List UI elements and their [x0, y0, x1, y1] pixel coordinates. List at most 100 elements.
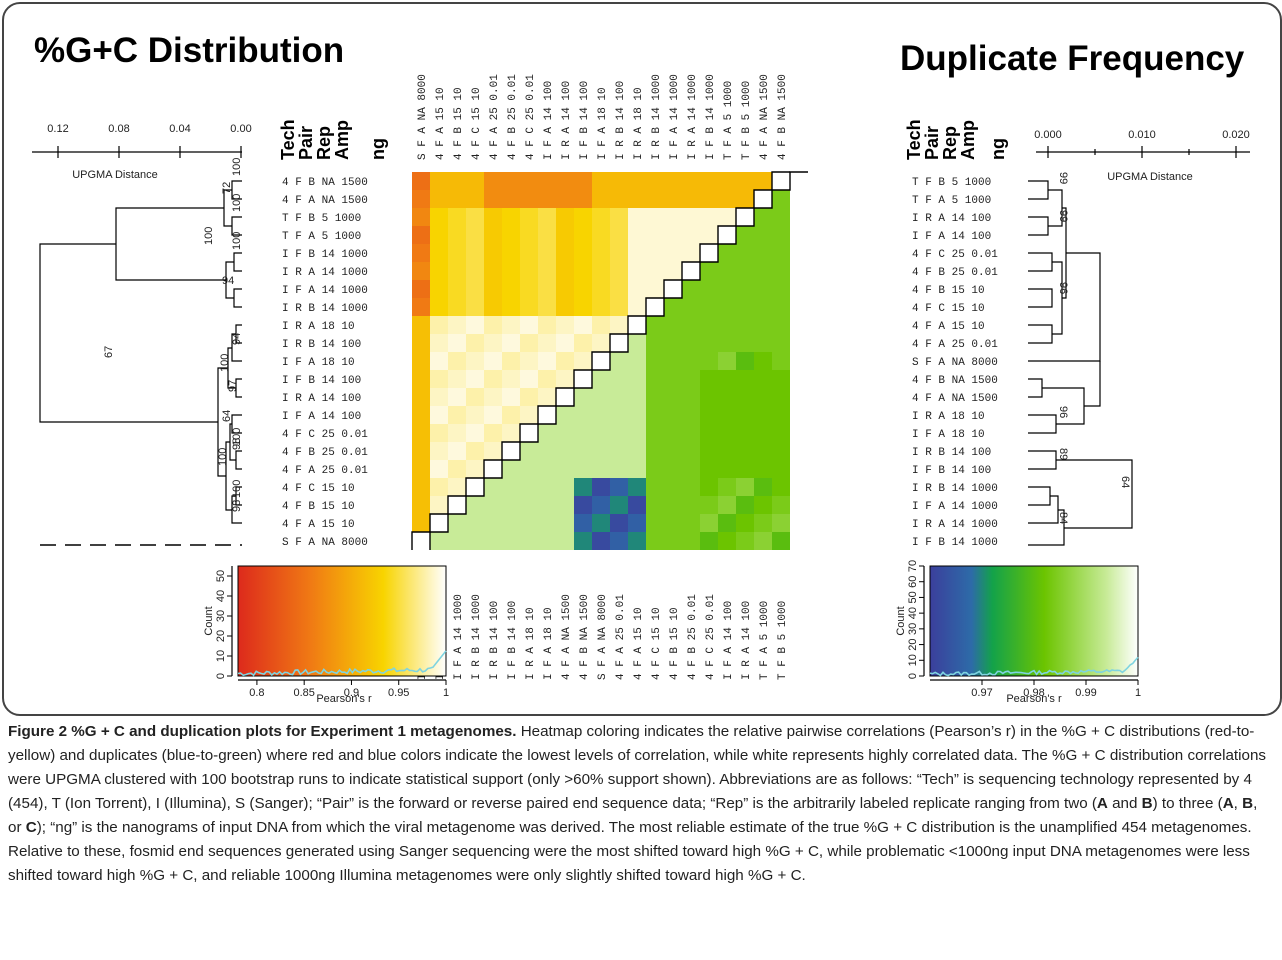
- right-axis-tick-2: 0.020: [1222, 129, 1250, 141]
- gc-heatmap-cell: [700, 226, 718, 244]
- x-tick-label: 0.9: [344, 687, 359, 699]
- gc-heatmap-cell: [592, 262, 610, 280]
- y-tick-label: 20: [215, 630, 227, 642]
- bottom-column-label: T F A 5 1000: [759, 601, 771, 680]
- left-row-label: I F B 14 100: [282, 375, 361, 387]
- gc-heatmap-cell: [448, 208, 466, 226]
- gc-heatmap-cell: [610, 262, 628, 280]
- header-pair: Pair: [296, 126, 316, 160]
- dup-heatmap-cell: [772, 280, 790, 298]
- dup-heatmap-cell: [556, 406, 574, 424]
- dup-heatmap-cell: [592, 406, 610, 424]
- dup-heatmap-cell: [736, 352, 754, 370]
- dup-heatmap-cell: [718, 496, 736, 514]
- bottom-column-label: 4 F A NA 1500: [561, 594, 573, 680]
- dup-heatmap-cell: [556, 478, 574, 496]
- dup-heatmap-cell: [556, 460, 574, 478]
- dup-heatmap-cell: [772, 352, 790, 370]
- gc-heatmap-cell: [412, 388, 430, 406]
- gc-heatmap-cell: [466, 406, 484, 424]
- y-tick-label: 10: [215, 650, 227, 662]
- dup-heatmap-cell: [718, 514, 736, 532]
- gc-heatmap-cell: [556, 370, 574, 388]
- boot-l12: 98: [231, 438, 243, 450]
- gc-heatmap-cell: [718, 190, 736, 208]
- dup-heatmap-cell: [754, 244, 772, 262]
- dup-heatmap-cell: [700, 370, 718, 388]
- left-title: %G+C Distribution: [34, 31, 344, 70]
- dup-heatmap-cell: [718, 388, 736, 406]
- dup-heatmap-cell: [520, 532, 538, 550]
- gc-heatmap-cell: [538, 352, 556, 370]
- dup-histogram: 0 10 20 30 40 50 60 70 0.97 0.98 0.99 1 Count Pear…: [895, 560, 1141, 705]
- gc-heatmap-cell: [430, 352, 448, 370]
- header-ng: ng: [368, 138, 388, 160]
- dup-heatmap-cell: [556, 424, 574, 442]
- dup-heatmap-cell: [700, 460, 718, 478]
- gc-heatmap-cell: [574, 208, 592, 226]
- dup-heatmap-cell: [592, 514, 610, 532]
- gc-heatmap-cell: [646, 262, 664, 280]
- boot-l15: 98: [231, 500, 243, 512]
- dup-heatmap-cell: [664, 406, 682, 424]
- gc-heatmap-cell: [466, 334, 484, 352]
- gc-heatmap-cell: [538, 370, 556, 388]
- bottom-column-label: 4 F A 25 0.01: [615, 594, 627, 680]
- dup-heatmap-cell: [736, 532, 754, 550]
- gc-heatmap-cell: [484, 280, 502, 298]
- dup-heatmap-cell: [736, 514, 754, 532]
- dup-heatmap-cell: [736, 244, 754, 262]
- right-row-label: I R A 14 1000: [912, 519, 998, 531]
- right-row-labels: T F B 5 1000 T F A 5 1000 I R A 14 100 I F …: [912, 177, 998, 549]
- gc-heatmap-cell: [592, 316, 610, 334]
- dup-heatmap-cell: [772, 532, 790, 550]
- dup-heatmap-cell: [682, 388, 700, 406]
- dup-heatmap-cell: [754, 334, 772, 352]
- dup-heatmap-cell: [610, 514, 628, 532]
- dup-heatmap-cell: [664, 478, 682, 496]
- dup-heatmap-cell: [448, 514, 466, 532]
- y-tick-label: 30: [907, 623, 919, 635]
- dup-heatmap-cell: [718, 442, 736, 460]
- dup-heatmap-cell: [682, 514, 700, 532]
- dup-heatmap-cell: [520, 442, 538, 460]
- gc-heatmap-cell: [610, 298, 628, 316]
- gc-heatmap-cell: [412, 514, 430, 532]
- dup-heatmap-cell: [502, 460, 520, 478]
- gc-heatmap-cell: [520, 316, 538, 334]
- left-distance-axis: 0.12 0.08 0.04 0.00 UPGMA Distance: [32, 123, 252, 181]
- gc-heatmap-cell: [538, 226, 556, 244]
- gc-heatmap-cell: [628, 226, 646, 244]
- gc-heatmap-cell: [430, 370, 448, 388]
- bottom-column-label: I F A 18 10: [543, 607, 555, 680]
- figure-graphic: %G+C Distribution Duplicate Frequency Te…: [32, 31, 1250, 705]
- gc-histogram-line: [237, 650, 447, 677]
- boot-r4: 89: [1057, 448, 1069, 460]
- dup-heatmap-cell: [700, 316, 718, 334]
- dup-heatmap-cell: [484, 514, 502, 532]
- gc-heatmap-cell: [520, 298, 538, 316]
- gc-heatmap-cell: [466, 262, 484, 280]
- right-row-label: I F A 14 100: [912, 231, 991, 243]
- gc-heatmap-cell: [448, 388, 466, 406]
- top-column-label: I R A 14 100: [561, 81, 573, 160]
- gc-heatmap-cell: [430, 190, 448, 208]
- gc-heatmap-cell: [556, 208, 574, 226]
- gc-heatmap-cell: [502, 208, 520, 226]
- dup-heatmap-cell: [628, 388, 646, 406]
- gc-heatmap-cell: [592, 298, 610, 316]
- gc-heatmap-cell: [520, 172, 538, 190]
- dup-heatmap-cell: [754, 514, 772, 532]
- gc-heatmap-cell: [430, 478, 448, 496]
- dup-heatmap-cell: [448, 532, 466, 550]
- caption-title: Figure 2 %G + C and duplication plots fo…: [8, 723, 517, 740]
- right-row-label: I F B 14 1000: [912, 537, 998, 549]
- top-column-label: 4 F B 25 0.01: [507, 74, 519, 160]
- heatmap: [411, 171, 808, 550]
- gc-heatmap-cell: [556, 190, 574, 208]
- heatmap-diagonal-lower: [429, 171, 808, 550]
- dup-heatmap-cell: [520, 460, 538, 478]
- bottom-column-label: 4 F B NA 1500: [579, 594, 591, 680]
- left-row-label: 4 F A 15 10: [282, 519, 355, 531]
- boot-l1: 72: [221, 182, 233, 194]
